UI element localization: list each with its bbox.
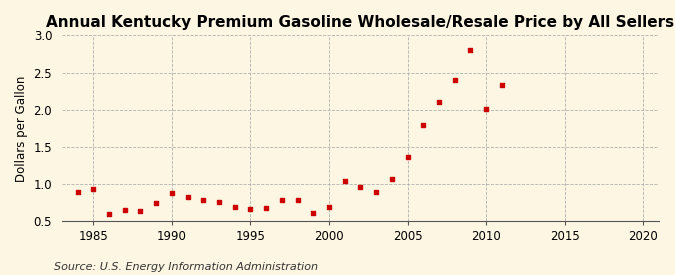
Title: Annual Kentucky Premium Gasoline Wholesale/Resale Price by All Sellers: Annual Kentucky Premium Gasoline Wholesa… <box>47 15 674 30</box>
Y-axis label: Dollars per Gallon: Dollars per Gallon <box>15 75 28 182</box>
Point <box>481 107 491 111</box>
Point <box>167 191 178 195</box>
Point <box>465 48 476 53</box>
Point <box>433 100 444 104</box>
Point <box>135 209 146 213</box>
Point <box>450 78 460 82</box>
Point <box>213 200 224 204</box>
Point <box>261 206 271 210</box>
Point <box>323 204 334 209</box>
Point <box>198 198 209 202</box>
Point <box>292 198 303 202</box>
Point <box>308 211 319 216</box>
Point <box>182 195 193 199</box>
Point <box>88 187 99 192</box>
Point <box>230 204 240 209</box>
Point <box>277 198 288 202</box>
Point <box>355 185 366 189</box>
Point <box>402 155 413 159</box>
Point <box>104 212 115 216</box>
Point <box>371 189 381 194</box>
Point <box>245 207 256 211</box>
Point <box>386 177 397 181</box>
Point <box>72 189 83 194</box>
Text: Source: U.S. Energy Information Administration: Source: U.S. Energy Information Administ… <box>54 262 318 272</box>
Point <box>418 123 429 128</box>
Point <box>340 179 350 183</box>
Point <box>119 208 130 213</box>
Point <box>496 83 507 87</box>
Point <box>151 201 161 205</box>
